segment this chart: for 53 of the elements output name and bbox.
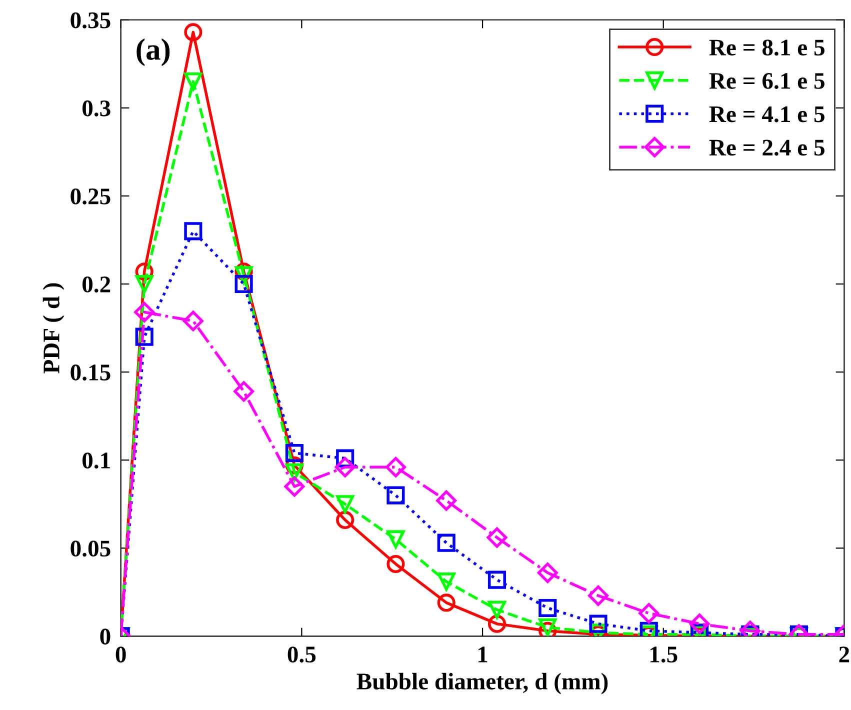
- point: [436, 490, 457, 511]
- point: [184, 23, 202, 42]
- point: [638, 603, 660, 624]
- point: [437, 572, 456, 591]
- point: [437, 534, 456, 552]
- point: [538, 618, 557, 636]
- legend-label: Re = 8.1 e 5: [709, 40, 824, 56]
- y-axis-title: PDF ( d ): [42, 283, 64, 374]
- point: [182, 310, 204, 332]
- point: [589, 614, 608, 633]
- annotation: (a): [136, 38, 170, 66]
- point: [336, 510, 354, 529]
- x-tick-label: 0.5: [288, 646, 316, 663]
- point: [284, 476, 305, 497]
- point: [538, 598, 557, 618]
- point: [537, 562, 558, 583]
- point: [385, 456, 406, 478]
- point: [488, 614, 506, 633]
- y-tick-label: 0.05: [70, 540, 110, 557]
- point: [386, 554, 405, 573]
- point: [336, 495, 354, 514]
- point: [234, 274, 253, 294]
- y-tick-label: 0: [100, 628, 110, 645]
- y-tick-label: 0.15: [70, 364, 110, 381]
- x-tick-label: 2: [839, 646, 850, 662]
- legend-label: Re = 4.1 e 5: [709, 106, 824, 122]
- point: [486, 527, 508, 548]
- x-tick-label: 0: [116, 646, 126, 662]
- x-tick-label: 1: [478, 646, 488, 662]
- y-tick-label: 0.3: [82, 100, 110, 116]
- y-tick-label: 0.2: [82, 276, 110, 293]
- y-tick-label: 0.35: [70, 12, 110, 28]
- point: [588, 585, 608, 606]
- point: [689, 614, 710, 634]
- point: [234, 381, 254, 402]
- point: [135, 328, 154, 346]
- x-axis-title: Bubble diameter, d (mm): [356, 672, 608, 694]
- point: [285, 444, 304, 462]
- point: [184, 222, 202, 240]
- point: [386, 486, 405, 504]
- point: [135, 274, 154, 294]
- point: [488, 600, 506, 619]
- point: [334, 456, 356, 478]
- y-tick-label: 0.25: [70, 188, 110, 204]
- point: [134, 302, 155, 322]
- y-tick-label: 0.1: [82, 452, 110, 469]
- legend-label: Re = 6.1 e 5: [709, 73, 824, 89]
- point: [386, 530, 405, 548]
- point: [488, 570, 506, 589]
- point: [437, 594, 456, 612]
- point: [184, 72, 202, 91]
- legend-label: Re = 2.4 e 5: [709, 140, 824, 156]
- x-tick-label: 1.5: [650, 646, 678, 663]
